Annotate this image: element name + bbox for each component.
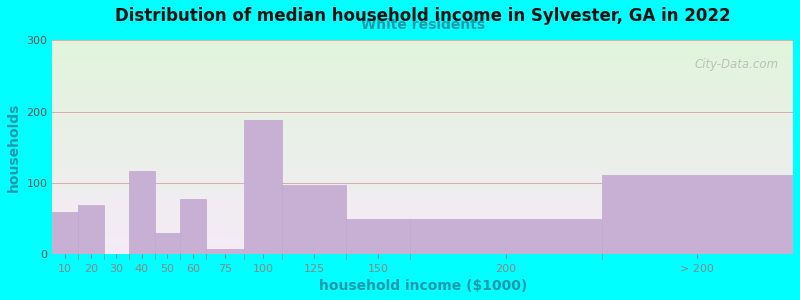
Bar <box>206 250 244 254</box>
Bar <box>129 171 154 254</box>
Bar <box>244 120 282 254</box>
Bar <box>410 219 602 254</box>
Title: Distribution of median household income in Sylvester, GA in 2022: Distribution of median household income … <box>115 7 730 25</box>
Bar <box>78 205 103 254</box>
Y-axis label: households: households <box>7 103 21 192</box>
Bar <box>346 219 410 254</box>
X-axis label: household income ($1000): household income ($1000) <box>318 279 527 293</box>
Bar <box>602 175 793 254</box>
Bar <box>154 233 180 254</box>
Bar <box>53 212 78 254</box>
Bar <box>282 184 346 254</box>
Text: White residents: White residents <box>361 18 485 32</box>
Text: City-Data.com: City-Data.com <box>694 58 778 70</box>
Bar <box>180 199 206 254</box>
